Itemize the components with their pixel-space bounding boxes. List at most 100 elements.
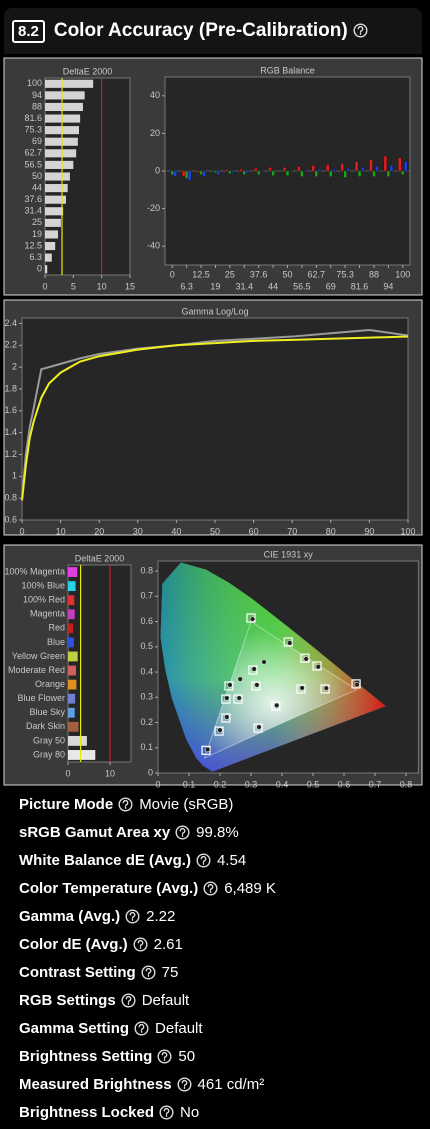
measured-point [299,685,305,691]
detail-row: Picture Mode Movie (sRGB) [19,790,419,818]
help-icon[interactable] [159,1104,174,1120]
x-tick-label: 50 [210,526,220,536]
target-point [251,681,261,691]
bar [300,170,304,177]
target-point [221,713,231,723]
x-tick-label: 37.6 [250,269,268,279]
help-icon[interactable] [118,796,133,812]
x-tick-label: 81.6 [351,281,369,291]
x-tick-label: 10 [56,526,66,536]
bar [68,567,78,577]
x-tick-label: 0.8 [400,779,413,789]
bar [68,693,76,704]
measured-point [217,727,223,733]
bar [329,170,333,177]
help-circle [125,908,140,924]
x-tick-label: 15 [125,281,135,291]
category-label: Yellow Green [12,651,65,661]
bar [401,170,405,175]
detail-value: 2.61 [153,935,183,953]
detail-label: Gamma Setting [19,1019,130,1037]
bar [253,167,258,172]
bar [256,170,261,175]
x-tick-label: 100 [400,526,415,536]
help-circle [175,824,190,840]
y-tick-label: 0.7 [140,591,153,601]
help-icon[interactable] [203,880,218,896]
bar [173,170,177,177]
measured-point [224,714,230,720]
detail-row: Brightness Setting 50 [19,1042,419,1070]
bar [245,170,249,174]
help-icon[interactable] [121,992,136,1008]
detail-row: sRGB Gamut Area xy 99.8% [19,818,419,846]
y-tick-label: 0.6 [140,616,153,626]
help-icon[interactable] [196,852,211,868]
help-icon[interactable] [175,824,190,840]
chart-title: Gamma Log/Log [181,306,248,316]
y-tick-label: 0.5 [140,641,153,651]
y-tick-label: 0.6 [4,514,17,524]
bar [45,265,48,274]
help-icon[interactable] [134,1020,149,1036]
detail-label: Brightness Locked [19,1103,155,1121]
x-tick-label: 88 [369,269,379,279]
help-circle [157,1048,172,1064]
bar [45,207,64,216]
x-tick-label: 90 [364,526,374,536]
bar [45,253,52,262]
category-label: 31.4 [24,206,42,216]
help-mark [181,1079,187,1089]
y-tick-label: 40 [150,90,160,100]
x-tick-label: 6.3 [180,281,193,291]
bar [68,623,74,634]
bar [357,170,362,177]
help-icon[interactable] [141,964,156,980]
x-tick-label: 0 [65,768,70,778]
bar [332,168,336,172]
detail-value: 75 [161,963,179,981]
section-number: 8.2 [12,19,45,43]
bar [68,721,79,732]
category-label: Gray 80 [33,749,65,759]
detail-row: Measured Brightness 461 cd/m² [19,1070,419,1098]
category-label: 75.3 [24,125,42,135]
category-label: 6.3 [29,252,42,262]
help-icon[interactable] [133,936,148,952]
y-tick-label: 0.4 [140,666,153,676]
help-icon[interactable] [157,1048,172,1064]
detail-label: Contrast Setting [19,963,136,981]
x-tick-label: 0.4 [276,779,289,789]
detail-value: Default [141,991,190,1009]
x-tick-label: 62.7 [308,269,326,279]
bar [372,170,376,177]
measured-point [236,695,242,701]
help-icon[interactable] [177,1076,192,1092]
help-mark [122,799,129,809]
help-mark [138,1023,145,1033]
bar [282,167,287,172]
bar [45,91,85,100]
bar [187,170,192,181]
help-icon[interactable] [353,23,368,38]
bar [386,170,391,177]
detail-label: Gamma (Avg.) [19,907,121,925]
help-icon[interactable] [125,908,140,924]
x-tick-label: 12.5 [192,269,210,279]
measured-point [274,702,280,709]
x-tick-label: 56.5 [293,281,311,291]
category-label: Blue Flower [17,693,65,703]
help-circle [118,796,133,812]
bar [231,170,235,174]
help-mark [179,827,186,837]
help-mark [207,883,214,893]
category-label: 88 [32,101,42,111]
target-point [300,653,310,663]
detail-value: 50 [178,1047,196,1065]
bar [239,168,243,172]
bar [68,581,76,592]
measured-point [204,746,211,753]
bar [314,170,319,177]
bar [68,609,75,620]
